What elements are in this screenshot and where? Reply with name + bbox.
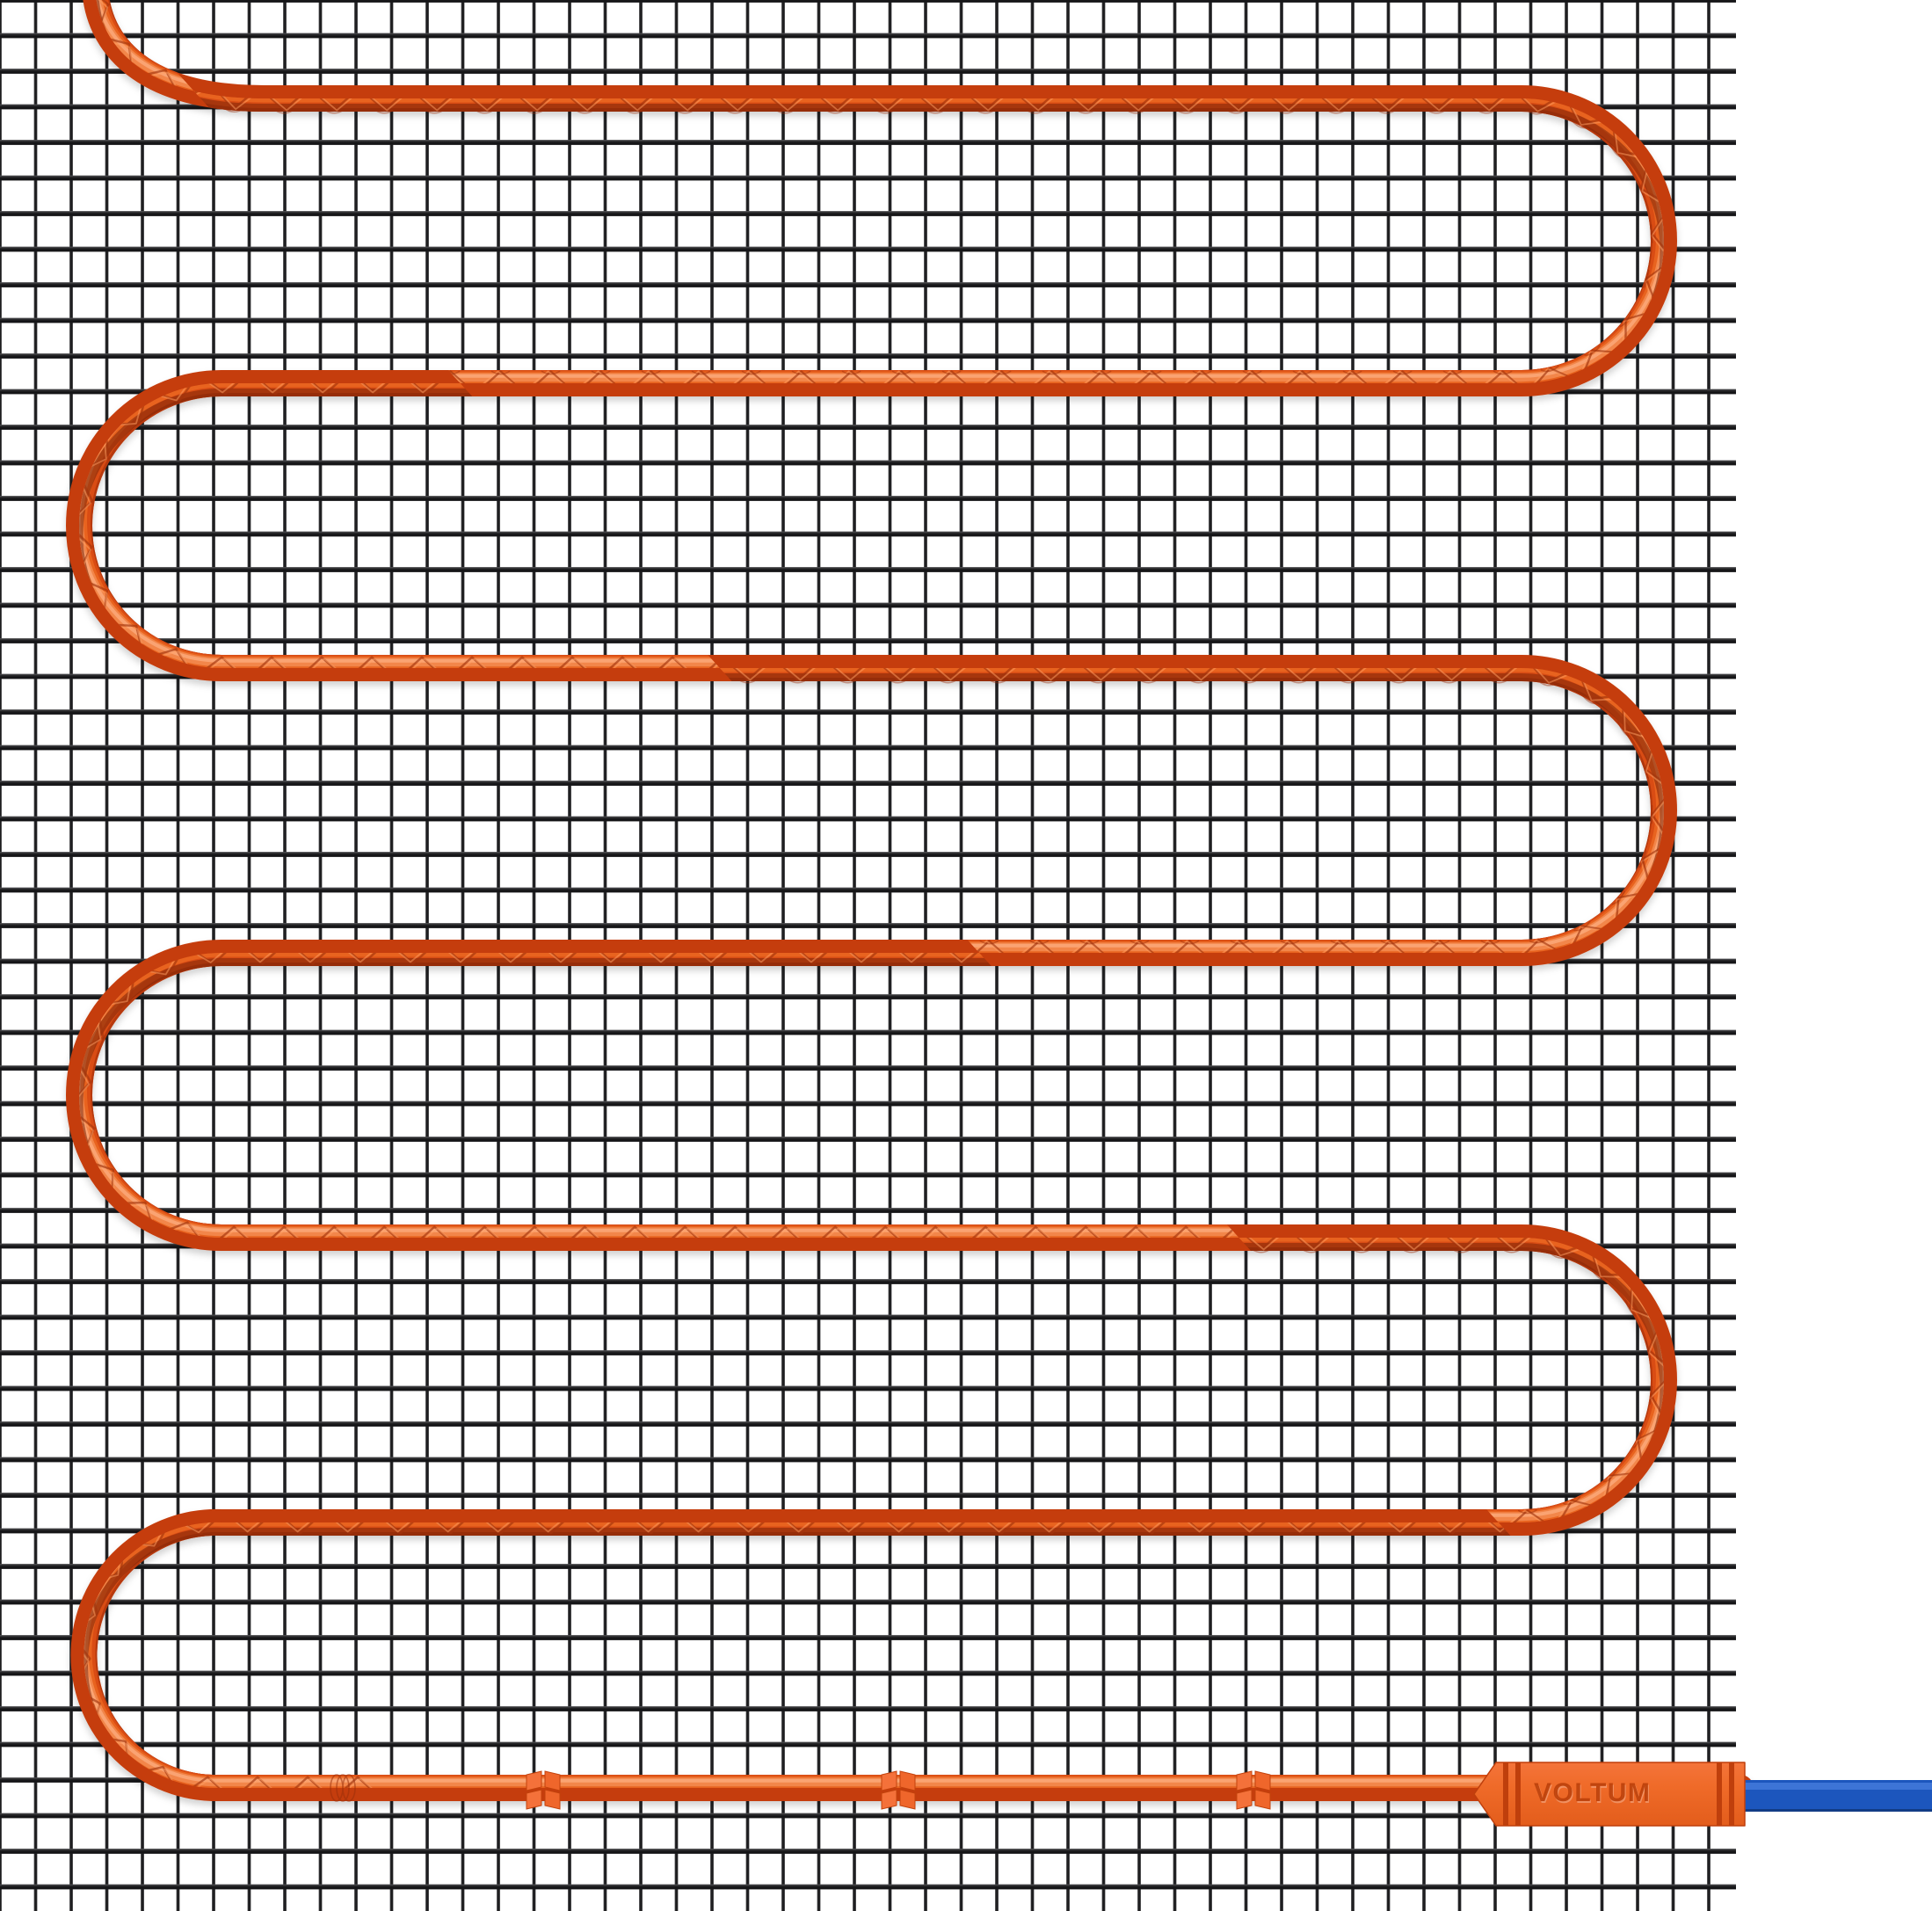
svg-text:VOLTUM: VOLTUM [1534,1778,1651,1807]
